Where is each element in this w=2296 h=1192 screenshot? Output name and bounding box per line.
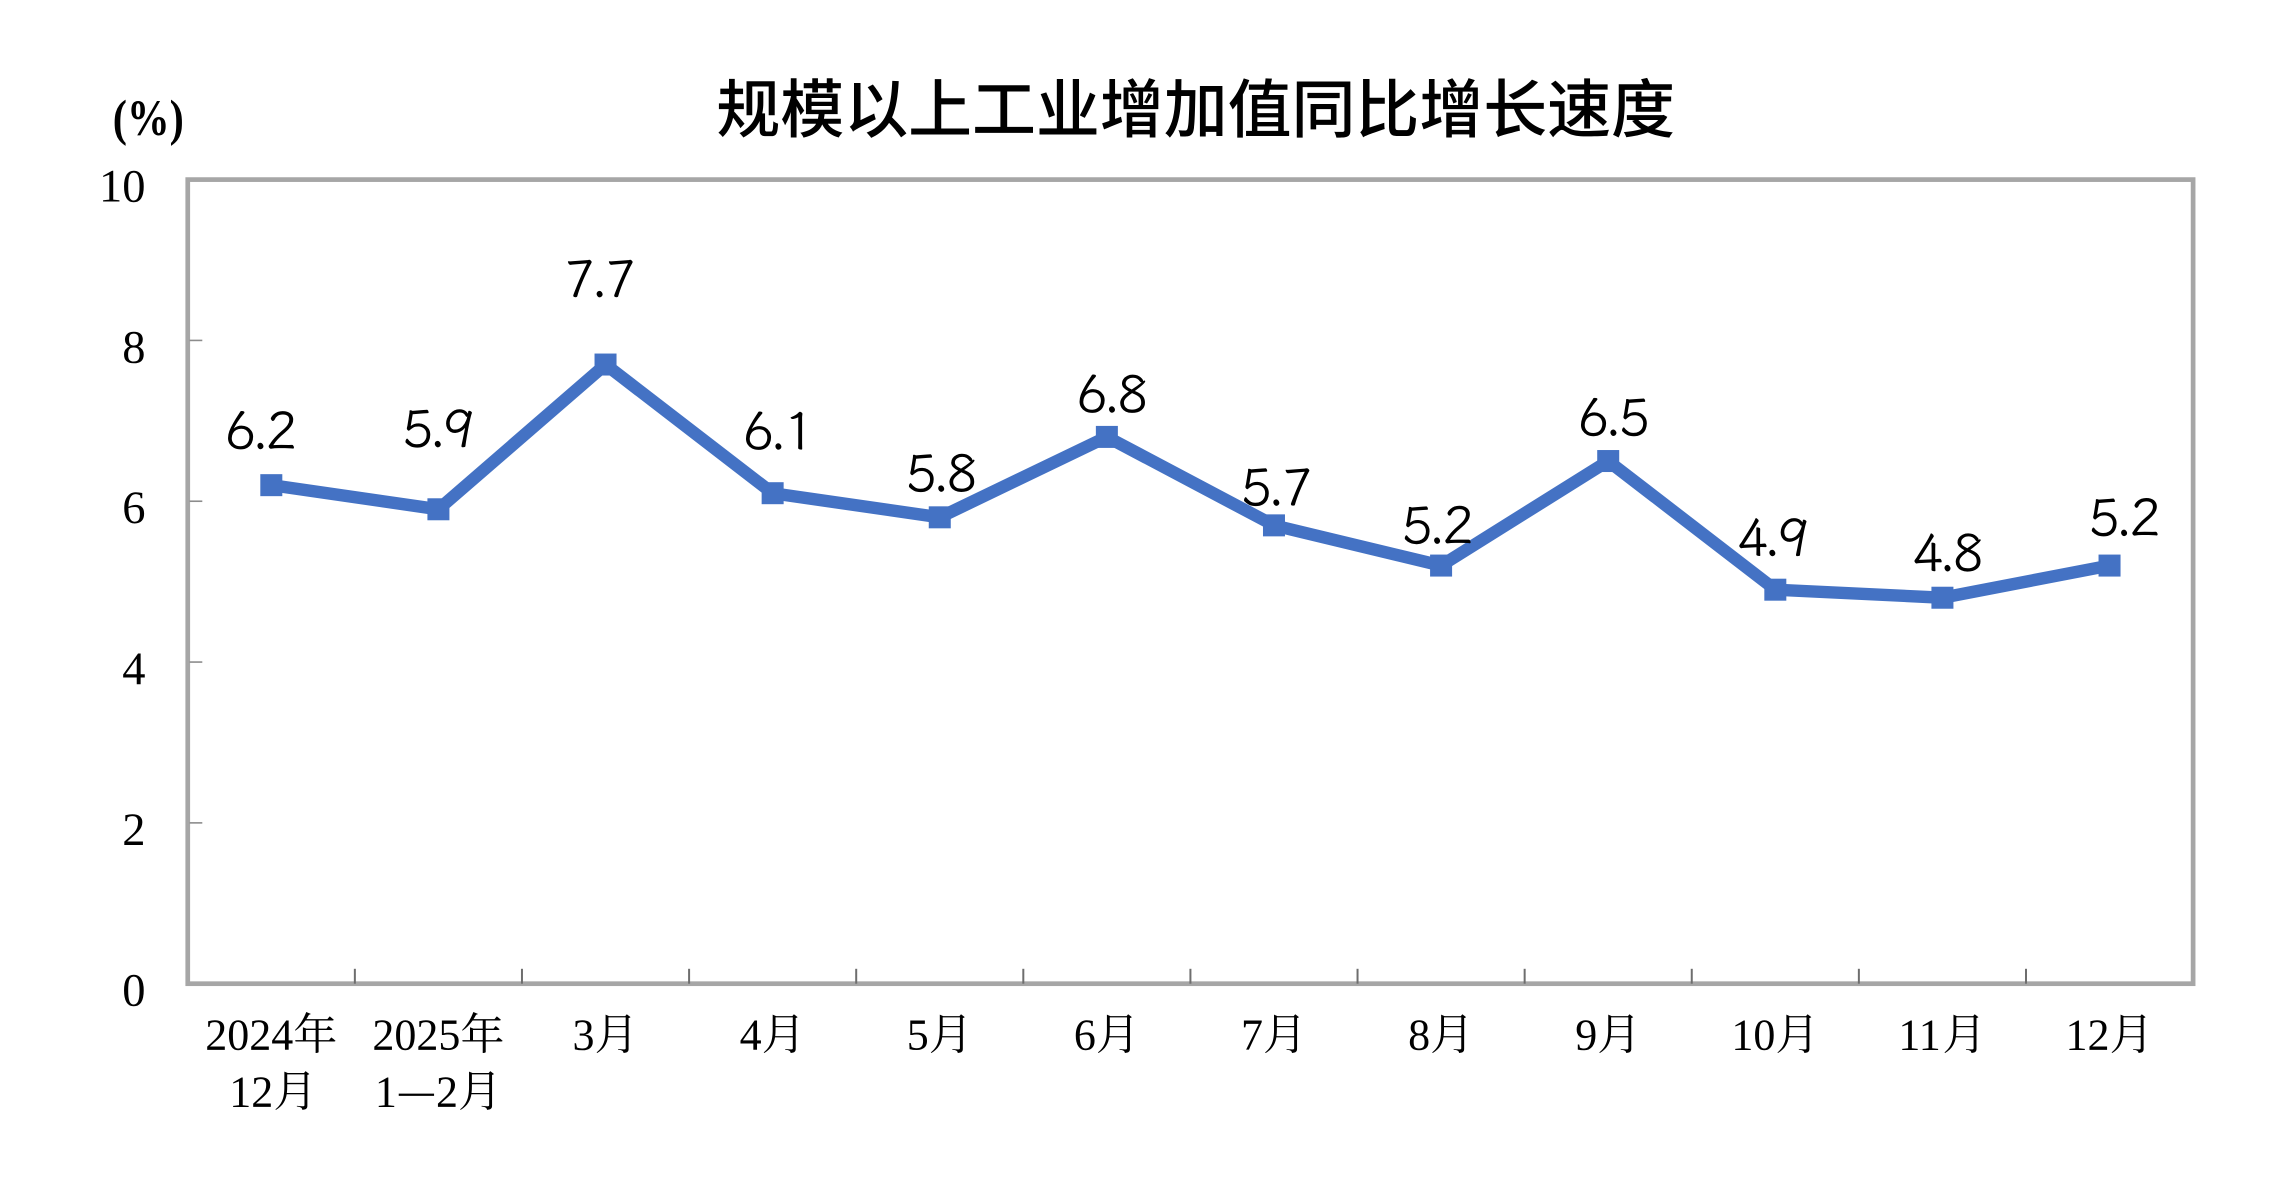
svg-text:7: 7 (1241, 1011, 1263, 1060)
svg-text:11: 11 (1898, 1011, 1940, 1060)
svg-text:5: 5 (907, 1011, 929, 1060)
svg-text:10: 10 (1731, 1011, 1775, 1060)
svg-text:4: 4 (122, 644, 145, 695)
svg-text:0: 0 (122, 966, 145, 1017)
svg-text:2: 2 (436, 1068, 458, 1117)
svg-text:6: 6 (1074, 1011, 1096, 1060)
svg-text:8: 8 (1408, 1011, 1430, 1060)
svg-text:10: 10 (99, 162, 146, 213)
svg-text:6: 6 (122, 483, 145, 534)
svg-text:3: 3 (573, 1011, 595, 1060)
svg-text:(%): (%) (113, 91, 184, 147)
svg-text:1: 1 (375, 1068, 397, 1117)
svg-text:2024: 2024 (205, 1011, 293, 1060)
svg-text:4: 4 (740, 1011, 762, 1060)
svg-text:12: 12 (229, 1068, 273, 1117)
svg-text:2: 2 (122, 805, 145, 856)
svg-text:2025: 2025 (372, 1011, 460, 1060)
svg-text:12: 12 (2066, 1011, 2110, 1060)
svg-text:8: 8 (122, 322, 145, 373)
svg-text:9: 9 (1575, 1011, 1597, 1060)
